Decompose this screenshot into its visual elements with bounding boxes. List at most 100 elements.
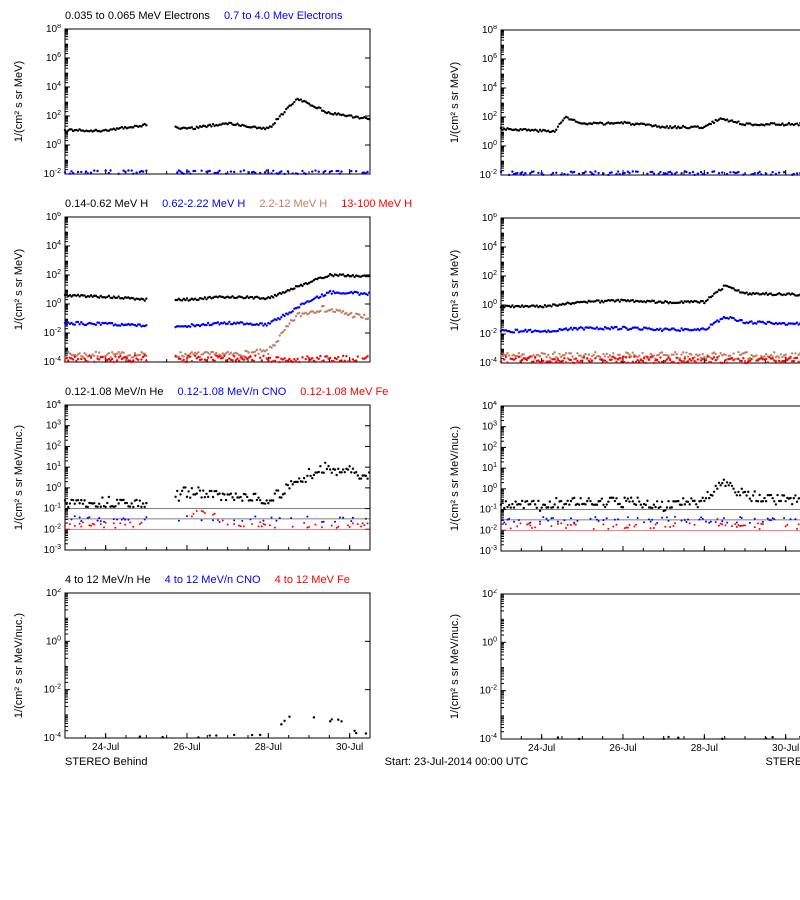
- svg-text:104: 104: [482, 82, 497, 94]
- y-axis-label: 1/(cm² s sr MeV/nuc.): [13, 613, 25, 718]
- svg-text:104: 104: [482, 401, 497, 412]
- footer-left: STEREO Behind: [65, 756, 148, 768]
- svg-text:102: 102: [46, 588, 61, 599]
- panel-r1-c0: 0.14-0.62 MeV H 0.62-2.22 MeV H 2.2-12 MeV…: [10, 198, 426, 378]
- svg-text:102: 102: [46, 269, 61, 281]
- svg-text:10-4: 10-4: [480, 733, 497, 745]
- footer-right: STEREO Ahead: [765, 756, 800, 768]
- y-axis-label: 1/(cm² s sr MeV/nuc.): [13, 425, 25, 530]
- xtick-label: 30-Jul: [772, 743, 799, 754]
- svg-text:108: 108: [46, 24, 61, 35]
- panel-r2-c0: 0.12-1.08 MeV/n He 0.12-1.08 MeV/n CNO 0.1…: [10, 386, 426, 566]
- svg-text:104: 104: [46, 81, 61, 93]
- plot: 10-410-21001021041061/(cm² s sr MeV): [446, 213, 800, 378]
- legend-item: 0.12-1.08 MeV/n He: [65, 386, 163, 398]
- svg-text:10-3: 10-3: [44, 544, 61, 556]
- legend: 0.035 to 0.065 MeV Electrons 0.7 to 4.0 M…: [10, 10, 426, 22]
- legend: 4 to 12 MeV/n He4 to 12 MeV/n CNO4 to 12…: [10, 574, 426, 586]
- plot: 10-21001021041061081/(cm² s sr MeV): [446, 25, 800, 190]
- svg-text:10-2: 10-2: [480, 524, 497, 536]
- legend: 0.12-1.08 MeV/n He 0.12-1.08 MeV/n CNO 0.1…: [10, 386, 426, 398]
- svg-text:102: 102: [482, 270, 497, 282]
- xtick-label: 28-Jul: [255, 742, 282, 753]
- svg-text:100: 100: [46, 139, 61, 151]
- legend-item: 13-100 MeV H: [341, 198, 412, 210]
- series: [64, 273, 371, 302]
- series: [64, 510, 369, 529]
- svg-text:100: 100: [482, 636, 497, 648]
- svg-text:103: 103: [46, 420, 61, 432]
- svg-text:100: 100: [482, 299, 497, 311]
- plot: 10-2 100 102 104 106 108 1/(cm² s sr MeV): [10, 24, 380, 189]
- svg-text:100: 100: [46, 635, 61, 647]
- series: [64, 305, 371, 359]
- legend-item: 0.12-1.08 MeV Fe: [300, 386, 388, 398]
- svg-text:100: 100: [46, 482, 61, 494]
- svg-text:10-4: 10-4: [480, 357, 497, 369]
- svg-text:102: 102: [482, 111, 497, 123]
- legend-item: 0.12-1.08 MeV/n CNO: [177, 386, 286, 398]
- series: [500, 116, 800, 134]
- svg-text:10-2: 10-2: [44, 327, 61, 339]
- xtick-label: 26-Jul: [173, 742, 200, 753]
- svg-text:10-3: 10-3: [480, 545, 497, 557]
- svg-text:10-2: 10-2: [44, 168, 61, 180]
- legend-item: 0.14-0.62 MeV H: [65, 198, 148, 210]
- chart-grid: 0.035 to 0.065 MeV Electrons 0.7 to 4.0 M…: [10, 10, 790, 754]
- legend-item: 0.7 to 4.0 Mev Electrons: [224, 10, 343, 22]
- xtick-label: 30-Jul: [336, 742, 363, 753]
- svg-text:106: 106: [482, 53, 497, 65]
- svg-text:10-4: 10-4: [44, 732, 61, 744]
- panel-r3-c0: 4 to 12 MeV/n He4 to 12 MeV/n CNO4 to 12…: [10, 574, 426, 754]
- panel-r0-c1: 10-21001021041061081/(cm² s sr MeV): [446, 10, 800, 190]
- y-axis-label: 1/(cm² s sr MeV): [13, 249, 25, 330]
- svg-text:10-2: 10-2: [480, 328, 497, 340]
- legend-item: 0.035 to 0.065 MeV Electrons: [65, 10, 210, 22]
- legend-item: 2.2-12 MeV H: [259, 198, 327, 210]
- panel-r2-c1: 10-310-210-11001011021031041/(cm² s sr M…: [446, 386, 800, 566]
- svg-text:10-2: 10-2: [44, 523, 61, 535]
- svg-text:102: 102: [46, 110, 61, 122]
- svg-text:106: 106: [482, 213, 497, 224]
- svg-text:10-2: 10-2: [44, 684, 61, 696]
- svg-text:100: 100: [482, 140, 497, 152]
- svg-text:101: 101: [46, 461, 61, 473]
- svg-text:104: 104: [482, 241, 497, 253]
- y-axis-label: 1/(cm² s sr MeV/nuc.): [449, 426, 461, 531]
- svg-text:100: 100: [46, 298, 61, 310]
- xtick-label: 26-Jul: [610, 743, 637, 754]
- svg-text:10-2: 10-2: [480, 685, 497, 697]
- plot: 10-410-210010224-Jul26-Jul28-Jul30-Jul1/…: [446, 589, 800, 754]
- svg-text:10-2: 10-2: [480, 169, 497, 181]
- panel-r0-c0: 0.035 to 0.065 MeV Electrons 0.7 to 4.0 M…: [10, 10, 426, 190]
- svg-text:103: 103: [482, 421, 497, 433]
- footer: STEREO Behind Start: 23-Jul-2014 00:00 U…: [10, 756, 800, 768]
- svg-text:10-1: 10-1: [480, 504, 497, 516]
- series: [139, 715, 368, 738]
- y-axis-label: 1/(cm² s sr MeV): [449, 62, 461, 143]
- svg-text:106: 106: [46, 52, 61, 64]
- svg-text:102: 102: [482, 589, 497, 600]
- legend: 0.14-0.62 MeV H 0.62-2.22 MeV H 2.2-12 MeV…: [10, 198, 426, 210]
- plot: 10-410-21001021041061/(cm² s sr MeV): [10, 212, 380, 377]
- svg-text:104: 104: [46, 400, 61, 411]
- xtick-label: 28-Jul: [691, 743, 718, 754]
- plot: 10-410-210010224-Jul26-Jul28-Jul30-Jul1/…: [10, 588, 380, 753]
- panel-r1-c1: 10-410-21001021041061/(cm² s sr MeV): [446, 198, 800, 378]
- svg-text:102: 102: [46, 440, 61, 452]
- svg-text:104: 104: [46, 240, 61, 252]
- footer-center: Start: 23-Jul-2014 00:00 UTC: [385, 756, 529, 768]
- series: [64, 462, 371, 509]
- xtick-label: 24-Jul: [528, 743, 555, 754]
- series: [500, 479, 800, 513]
- plot: 10-310-210-11001011021031041/(cm² s sr M…: [446, 401, 800, 566]
- svg-text:102: 102: [482, 441, 497, 453]
- svg-text:101: 101: [482, 462, 497, 474]
- legend-item: 4 to 12 MeV/n He: [65, 574, 151, 586]
- svg-text:10-4: 10-4: [44, 356, 61, 368]
- legend-item: 4 to 12 MeV/n CNO: [165, 574, 261, 586]
- y-axis-label: 1/(cm² s sr MeV): [13, 61, 25, 142]
- series: [500, 284, 800, 308]
- series: [64, 98, 371, 133]
- legend-item: 0.62-2.22 MeV H: [162, 198, 245, 210]
